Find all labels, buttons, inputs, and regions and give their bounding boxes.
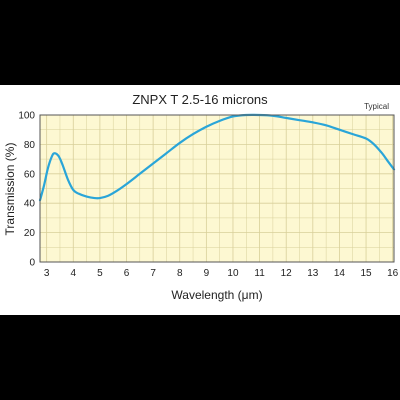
x-tick-label: 8: [177, 268, 183, 279]
y-axis-title: Transmission (%): [3, 143, 17, 236]
typical-note: Typical: [364, 102, 389, 111]
x-tick-label: 14: [334, 268, 346, 279]
y-tick-label: 40: [24, 199, 36, 210]
x-tick-label: 10: [227, 268, 239, 279]
x-tick-label: 16: [387, 268, 399, 279]
transmission-curve: [38, 113, 396, 202]
y-tick-label: 20: [24, 228, 36, 239]
x-tick-label: 3: [44, 268, 50, 279]
x-tick-label: 11: [254, 268, 265, 279]
x-tick-label: 4: [70, 268, 76, 279]
y-tick-label: 80: [24, 140, 36, 151]
chart-panel: ZNPX T 2.5-16 microns Typical 3 4 5 6 7 8 9 10 1…: [0, 85, 400, 315]
grid-lines: [40, 115, 394, 262]
x-axis-title: Wavelength (μm): [171, 288, 262, 302]
y-tick-label: 0: [29, 258, 35, 269]
x-tick-label: 7: [150, 268, 156, 279]
tick-labels: 3 4 5 6 7 8 9 10 11 12 13 14 15 16 0 20 40 60 80 100: [18, 111, 398, 280]
x-tick-label: 13: [307, 268, 319, 279]
y-tick-label: 100: [18, 111, 35, 122]
chart-title: ZNPX T 2.5-16 microns: [132, 92, 268, 107]
x-tick-label: 12: [281, 268, 293, 279]
x-tick-label: 6: [124, 268, 130, 279]
plot-frame: [39, 114, 395, 263]
x-tick-label: 5: [97, 268, 103, 279]
transmission-chart: ZNPX T 2.5-16 microns Typical 3 4 5 6 7 8 9 10 1…: [3, 92, 399, 302]
x-tick-label: 15: [360, 268, 372, 279]
y-tick-label: 60: [24, 169, 36, 180]
x-tick-label: 9: [204, 268, 210, 279]
